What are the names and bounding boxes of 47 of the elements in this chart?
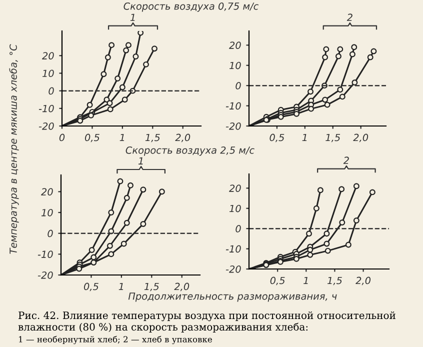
x-tick-label: 1 [302,134,307,142]
y-tick-label: -10 [226,102,241,110]
y-tick-label: 10 [229,62,241,70]
y-tick-label: -20 [226,265,241,273]
y-tick-label: -20 [38,271,53,279]
x-tick-label: 0,5 [270,276,285,286]
x-tick-label: 1,5 [326,134,340,142]
chart-title: Скорость воздуха 0,75 м/с [124,2,259,12]
x-tick-label: 1 [304,276,308,284]
y-tick-label: -20 [38,122,54,130]
x-tick-label: 0 [59,134,65,142]
x-tick-label: 1,5 [144,282,159,292]
x-tick-label: 1,5 [327,276,342,286]
y-tick-label: -10 [38,104,54,112]
y-tick-label: -20 [226,122,241,130]
y-tick-label: 10 [42,70,54,78]
y-axis-title: Температура в центре мякиша хлеба, °C [9,44,19,254]
x-tick-label: 0,5 [270,134,284,142]
x-tick-label: 2,0 [353,134,368,142]
x-tick-label: 2,0 [174,282,190,292]
y-tick-label: 20 [41,188,53,196]
x-tick-label: 0,5 [84,282,98,292]
x-tick-label: 1,5 [145,134,160,142]
chart-title: Скорость воздуха 2,5 м/с [126,146,254,156]
text: 1 [130,14,135,21]
text: 2 [346,14,352,21]
y-tick-label: 10 [41,208,53,216]
y-tick-label: 20 [42,52,54,60]
x-tick-label: 2,0 [175,134,190,142]
text: 1 [138,157,143,164]
y-tick-label: 0 [48,87,54,95]
x-axis-title: Продолжительность размораживания, ч [128,292,337,302]
text: Рис. 42. Влияние температуры воздуха при постоянной относительной влажности (80 %) на скорость размораживания хлеба: [18,311,396,333]
y-tick-label: 0 [236,225,241,232]
y-tick-label: 0 [48,230,53,238]
y-tick-label: 20 [229,184,241,192]
x-tick-label: 1 [120,134,124,142]
y-tick-label: 20 [229,42,241,49]
y-tick-label: -10 [38,250,53,258]
x-tick-label: 0,5 [84,134,100,142]
y-tick-label: 10 [229,204,241,212]
y-tick-label: -10 [226,245,241,253]
text: 2 [343,156,349,164]
y-tick-label: 0 [236,82,241,90]
text: 1 — необернутый хлеб; 2 — хлеб в упаковке [19,336,212,344]
x-tick-label: 2,0 [356,276,371,286]
x-tick-label: 1 [118,282,124,290]
